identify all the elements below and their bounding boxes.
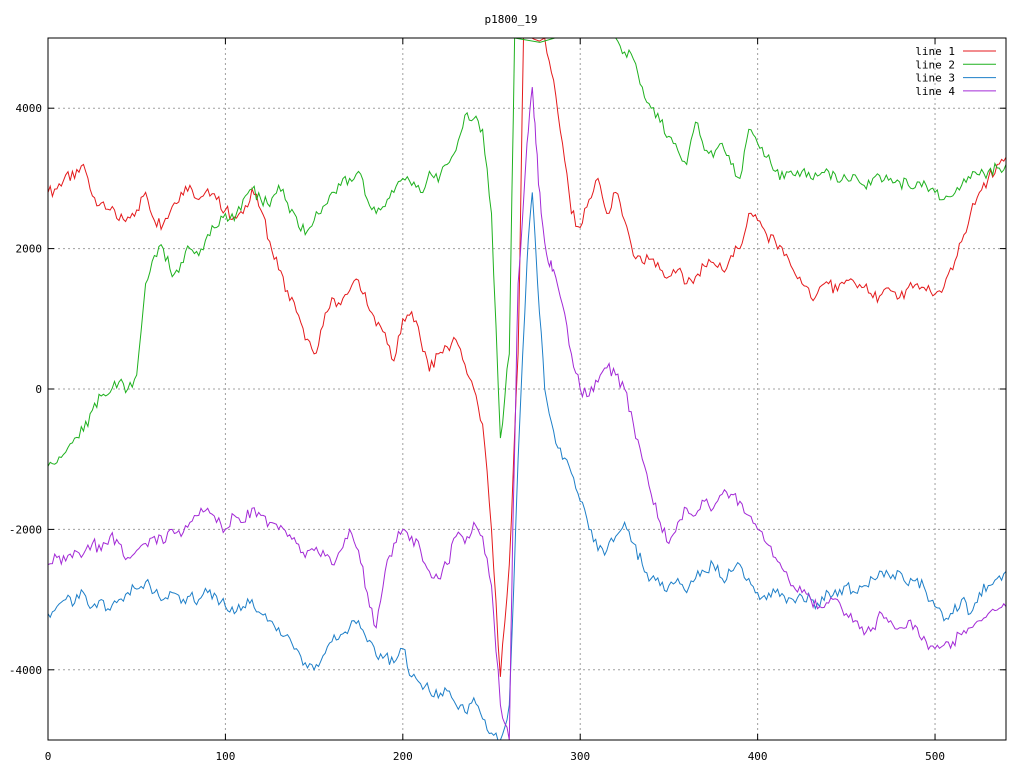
series-line-3 xyxy=(48,192,1006,740)
x-tick-label: 200 xyxy=(393,750,413,763)
x-tick-label: 300 xyxy=(570,750,590,763)
y-tick-label: -4000 xyxy=(9,664,42,677)
series-line-1 xyxy=(48,38,1006,677)
x-tick-label: 400 xyxy=(748,750,768,763)
axis-ticks: 0 100 200 300 400 500 -4000 -2000 0 2000 4000 xyxy=(9,38,1006,763)
legend-label: line 1 xyxy=(915,45,955,58)
series-line-2 xyxy=(48,38,1006,467)
plot-border xyxy=(47,37,1007,741)
legend-label: line 2 xyxy=(915,58,955,71)
series-lines xyxy=(48,38,1006,740)
legend-label: line 3 xyxy=(915,72,955,85)
x-tick-label: 100 xyxy=(215,750,235,763)
y-tick-label: 2000 xyxy=(16,243,43,256)
chart-title: p1800_19 xyxy=(485,13,538,26)
y-tick-label: -2000 xyxy=(9,523,42,536)
legend-label: line 4 xyxy=(915,85,955,98)
x-tick-label: 500 xyxy=(925,750,945,763)
y-tick-label: 0 xyxy=(35,383,42,396)
series-line-4 xyxy=(48,87,1006,740)
y-tick-label: 4000 xyxy=(16,102,43,115)
x-tick-label: 0 xyxy=(45,750,52,763)
